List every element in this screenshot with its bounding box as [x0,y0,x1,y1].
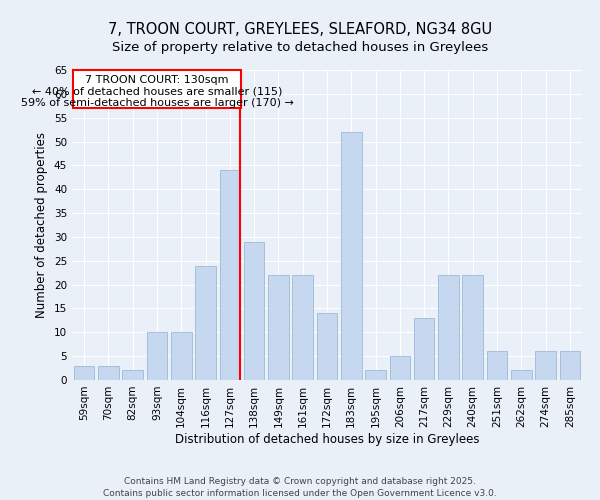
Bar [74,366,94,380]
Bar [292,275,313,380]
Bar [487,352,508,380]
Bar [463,275,483,380]
Text: 7 TROON COURT: 130sqm: 7 TROON COURT: 130sqm [85,75,229,85]
Bar [389,356,410,380]
Bar [365,370,386,380]
Bar [244,242,265,380]
Bar [195,266,216,380]
Text: 59% of semi-detached houses are larger (170) →: 59% of semi-detached houses are larger (… [20,98,293,108]
Bar [122,370,143,380]
Bar [535,352,556,380]
Text: 7, TROON COURT, GREYLEES, SLEAFORD, NG34 8GU: 7, TROON COURT, GREYLEES, SLEAFORD, NG34… [108,22,492,38]
Bar [146,332,167,380]
Bar [560,352,580,380]
Bar [414,318,434,380]
Bar [438,275,459,380]
FancyBboxPatch shape [73,70,241,108]
Bar [317,313,337,380]
X-axis label: Distribution of detached houses by size in Greylees: Distribution of detached houses by size … [175,432,479,446]
Bar [268,275,289,380]
Bar [511,370,532,380]
Bar [171,332,191,380]
Y-axis label: Number of detached properties: Number of detached properties [35,132,49,318]
Bar [220,170,240,380]
Bar [98,366,119,380]
Text: Size of property relative to detached houses in Greylees: Size of property relative to detached ho… [112,41,488,54]
Bar [341,132,362,380]
Text: Contains HM Land Registry data © Crown copyright and database right 2025.
Contai: Contains HM Land Registry data © Crown c… [103,476,497,498]
Text: ← 40% of detached houses are smaller (115): ← 40% of detached houses are smaller (11… [32,86,282,97]
